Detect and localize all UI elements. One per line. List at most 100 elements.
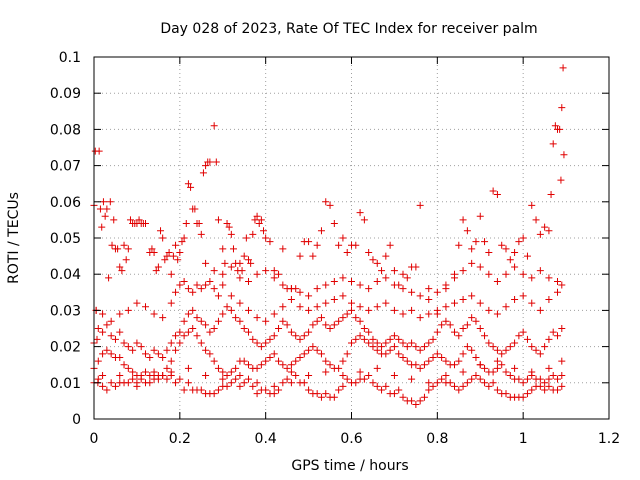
data-point-marker: [369, 379, 377, 387]
data-point-marker: [313, 241, 321, 249]
data-point-marker: [463, 227, 471, 235]
data-point-marker: [247, 259, 255, 267]
data-point-marker: [240, 252, 248, 260]
data-points: [90, 64, 568, 409]
data-point-marker: [348, 306, 355, 314]
data-point-marker: [108, 241, 116, 249]
data-point-marker: [154, 263, 162, 271]
data-point-marker: [433, 379, 441, 387]
data-point-marker: [167, 299, 175, 307]
data-point-marker: [356, 332, 364, 340]
data-point-marker: [270, 274, 278, 282]
data-point-marker: [292, 357, 300, 365]
data-point-marker: [142, 368, 149, 376]
data-point-marker: [287, 285, 295, 293]
data-point-marker: [416, 346, 424, 354]
data-point-marker: [176, 328, 184, 336]
data-point-marker: [498, 350, 506, 358]
data-point-marker: [163, 252, 171, 260]
data-point-marker: [245, 375, 252, 383]
data-point-marker: [489, 343, 497, 351]
x-axis-title: GPS time / hours: [291, 458, 408, 474]
data-point-marker: [459, 216, 467, 224]
data-point-marker: [167, 368, 175, 376]
data-point-marker: [455, 357, 463, 365]
data-point-marker: [322, 368, 330, 376]
data-point-marker: [545, 375, 553, 383]
y-tick-label: 0.04: [50, 267, 81, 283]
data-point-marker: [557, 176, 565, 184]
x-tick-labels: 0 0.2 0.4 0.6 0.8 1 1.2: [90, 431, 621, 447]
data-point-marker: [150, 368, 158, 376]
data-point-marker: [116, 310, 124, 318]
data-point-marker: [176, 375, 184, 383]
data-point-marker: [335, 386, 343, 394]
data-point-marker: [390, 390, 398, 398]
x-tick-label: 1: [519, 431, 528, 447]
data-point-marker: [105, 274, 113, 282]
data-point-marker: [238, 267, 246, 275]
data-point-marker: [193, 281, 201, 289]
data-point-marker: [416, 314, 424, 322]
data-point-marker: [107, 317, 115, 325]
data-point-marker: [126, 216, 134, 224]
data-point-marker: [279, 303, 287, 311]
data-point-marker: [523, 335, 531, 343]
data-point-marker: [408, 306, 416, 314]
data-point-marker: [249, 382, 257, 390]
data-point-marker: [184, 310, 192, 318]
data-point-marker: [472, 238, 480, 246]
data-point-marker: [476, 361, 484, 369]
data-point-marker: [227, 368, 235, 376]
data-point-marker: [365, 306, 373, 314]
data-point-marker: [459, 382, 467, 390]
data-point-marker: [373, 339, 381, 347]
data-point-marker: [541, 386, 549, 394]
data-point-marker: [545, 364, 553, 372]
data-point-marker: [399, 285, 407, 293]
data-point-marker: [446, 321, 454, 329]
data-point-marker: [210, 390, 218, 398]
data-point-marker: [335, 317, 343, 325]
data-point-marker: [317, 314, 325, 322]
data-point-marker: [523, 390, 531, 398]
y-tick-label: 0.01: [50, 376, 81, 392]
data-point-marker: [148, 245, 156, 253]
data-point-marker: [146, 379, 154, 387]
data-point-marker: [96, 205, 104, 213]
data-point-marker: [451, 274, 458, 282]
data-point-marker: [260, 227, 268, 235]
data-point-marker: [536, 350, 544, 358]
data-point-marker: [429, 382, 437, 390]
data-point-marker: [438, 321, 446, 329]
data-point-marker: [373, 364, 381, 372]
data-point-marker: [459, 267, 467, 275]
data-point-marker: [116, 328, 124, 336]
data-point-marker: [283, 364, 291, 372]
data-point-marker: [99, 198, 107, 206]
y-axis-title: ROTI / TECUs: [6, 192, 22, 284]
y-tick-label: 0: [72, 412, 81, 428]
data-point-marker: [313, 346, 321, 354]
data-point-marker: [493, 310, 501, 318]
data-point-marker: [523, 252, 531, 260]
data-point-marker: [360, 335, 368, 343]
data-point-marker: [549, 372, 557, 380]
data-point-marker: [515, 238, 523, 246]
data-point-marker: [412, 401, 420, 409]
data-point-marker: [498, 241, 506, 249]
data-point-marker: [167, 270, 175, 278]
data-point-marker: [335, 364, 343, 372]
data-point-marker: [197, 386, 205, 394]
data-point-marker: [313, 317, 321, 325]
data-point-marker: [270, 350, 278, 358]
data-point-marker: [99, 382, 107, 390]
data-point-marker: [279, 245, 287, 253]
data-point-marker: [305, 238, 313, 246]
data-point-marker: [476, 325, 484, 332]
data-point-marker: [365, 248, 373, 256]
data-point-marker: [493, 191, 501, 199]
data-point-marker: [429, 353, 437, 361]
data-point-marker: [506, 343, 514, 351]
data-point-marker: [245, 277, 252, 285]
